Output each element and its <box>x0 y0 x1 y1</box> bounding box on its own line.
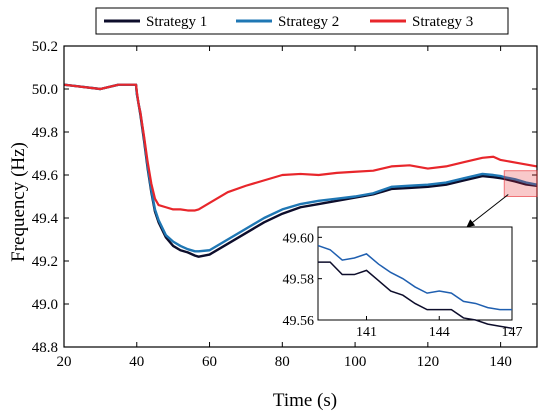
y-tick-label: 49.4 <box>32 211 59 227</box>
y-tick-label: 50.2 <box>32 39 58 55</box>
y-tick-label: 49.2 <box>32 254 58 270</box>
y-axis-title: Frequency (Hz) <box>8 142 29 262</box>
x-tick-label: 140 <box>489 354 512 370</box>
x-axis-title: Time (s) <box>273 390 337 411</box>
series-layer <box>63 83 538 258</box>
x-tick-label: 120 <box>417 354 440 370</box>
inset-x-tick-label: 141 <box>356 325 377 340</box>
zoom-highlight-box <box>503 170 538 197</box>
x-tick-label: 80 <box>275 354 290 370</box>
x-tick-label: 40 <box>129 354 144 370</box>
x-tick-label: 100 <box>344 354 367 370</box>
inset-series-line-1 <box>318 261 513 330</box>
inset-y-tick-label: 49.58 <box>283 273 315 288</box>
legend-label-2: Strategy 2 <box>278 14 339 30</box>
inset-y-tick-label: 49.56 <box>283 314 315 329</box>
y-tick-label: 48.8 <box>32 340 58 356</box>
legend-box <box>95 7 509 35</box>
axes-layer: 20 40 60 80 100 120 140 48.8 49.0 49.2 49.4 49.6 49.… <box>32 39 538 370</box>
y-tick-label: 49.0 <box>32 297 58 313</box>
inset-series-line-2 <box>317 244 512 311</box>
legend: Strategy 1 Strategy 2 Strategy 3 <box>95 7 509 35</box>
legend-label-1: Strategy 1 <box>146 14 207 30</box>
inset-x-tick-label: 144 <box>429 325 450 340</box>
series-line-2 <box>63 83 538 253</box>
x-tick-label: 20 <box>57 354 72 370</box>
y-tick-label: 49.8 <box>32 125 58 141</box>
inset-zoom: 141 144 147 49.56 49.58 49.60 <box>283 170 538 340</box>
legend-label-3: Strategy 3 <box>412 14 473 30</box>
zoom-arrow <box>466 194 509 228</box>
inset-x-tick-label: 147 <box>502 325 523 340</box>
x-tick-label: 60 <box>202 354 217 370</box>
series-line-3 <box>63 83 538 212</box>
y-tick-label: 50.0 <box>32 82 58 98</box>
inset-y-tick-label: 49.60 <box>283 231 315 246</box>
y-tick-label: 49.6 <box>32 168 59 184</box>
